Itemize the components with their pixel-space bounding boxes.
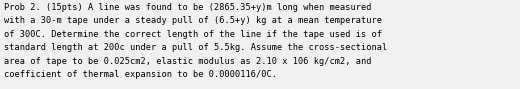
Text: with a 30-m tape under a steady pull of (6.5+y) kg at a mean temperature: with a 30-m tape under a steady pull of … [4, 16, 382, 25]
Text: Prob 2. (15pts) A line was found to be (2865.35+y)m long when measured: Prob 2. (15pts) A line was found to be (… [4, 3, 372, 12]
Text: coefficient of thermal expansion to be 0.0000116/0C.: coefficient of thermal expansion to be 0… [4, 70, 277, 79]
Text: area of tape to be 0.025cm2, elastic modulus as 2.10 x 106 kg/cm2, and: area of tape to be 0.025cm2, elastic mod… [4, 57, 372, 66]
Text: standard length at 200c under a pull of 5.5kg. Assume the cross-sectional: standard length at 200c under a pull of … [4, 43, 387, 52]
Text: of 300C. Determine the correct length of the line if the tape used is of: of 300C. Determine the correct length of… [4, 30, 382, 39]
